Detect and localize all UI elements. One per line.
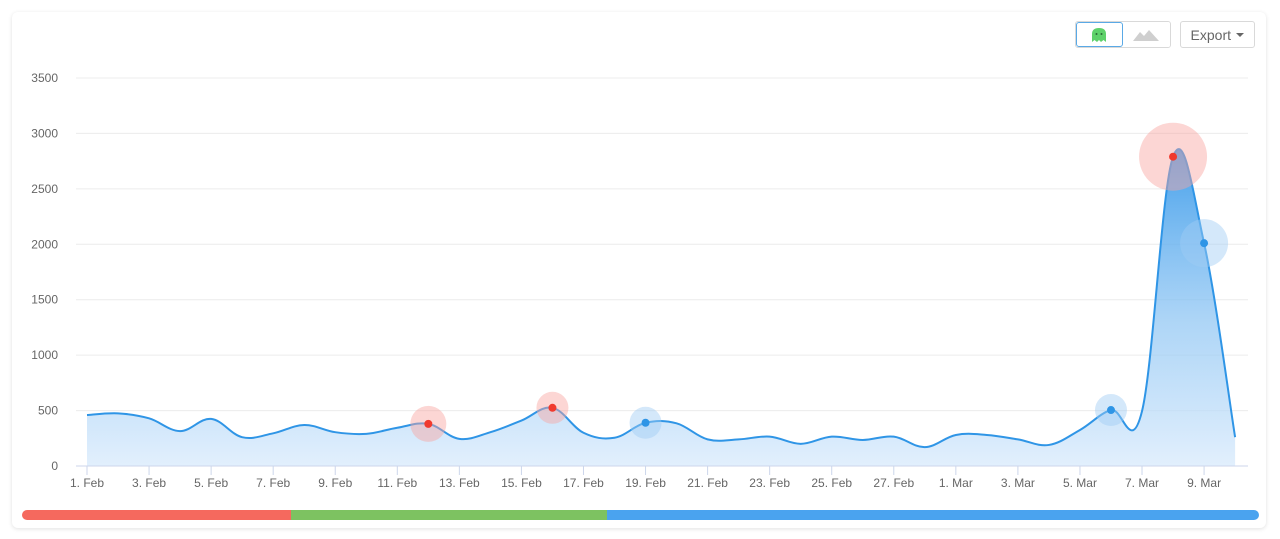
chart-toolbar: Export — [1074, 21, 1255, 48]
x-tick-label: 15. Feb — [501, 476, 542, 490]
blue-marker-point[interactable] — [1200, 239, 1209, 248]
point-markers[interactable] — [410, 122, 1229, 442]
area-chart: 0 500 1000 1500 2000 2500 3000 3500 1. Feb 3. Fe… — [31, 71, 1248, 490]
y-tick-label: 2000 — [31, 237, 58, 251]
x-tick-label: 21. Feb — [687, 476, 728, 490]
y-gridlines — [76, 77, 1248, 412]
progress-segment — [22, 510, 292, 520]
blue-marker-point[interactable] — [641, 418, 650, 427]
x-tick-label: 23. Feb — [749, 476, 790, 490]
y-tick-label: 3000 — [31, 126, 58, 140]
x-tick-label: 1. Mar — [939, 476, 973, 490]
y-tick-label: 0 — [51, 459, 58, 473]
y-tick-label: 3500 — [31, 71, 58, 85]
area-view-button[interactable] — [1122, 22, 1170, 47]
red-marker-point[interactable] — [424, 419, 433, 428]
red-marker-point[interactable] — [1169, 152, 1178, 161]
x-axis-labels: 1. Feb 3. Feb 5. Feb 7. Feb 9. Feb 11. Feb 13.… — [70, 466, 1221, 490]
y-tick-label: 1500 — [31, 293, 58, 307]
x-tick-label: 19. Feb — [625, 476, 666, 490]
export-label: Export — [1190, 26, 1231, 43]
ghost-chart-icon — [1092, 27, 1107, 42]
progress-segment — [607, 510, 1259, 520]
progress-segment — [291, 510, 608, 520]
x-tick-label: 9. Mar — [1187, 476, 1221, 490]
x-tick-label: 7. Feb — [256, 476, 290, 490]
x-tick-label: 9. Feb — [318, 476, 352, 490]
x-tick-label: 27. Feb — [873, 476, 914, 490]
segmented-progress-bar — [22, 510, 1259, 520]
y-tick-label: 1000 — [31, 348, 58, 362]
x-tick-label: 13. Feb — [439, 476, 480, 490]
y-axis-labels: 0 500 1000 1500 2000 2500 3000 3500 — [31, 71, 58, 473]
x-tick-label: 5. Feb — [194, 476, 228, 490]
mountain-area-icon — [1133, 29, 1160, 41]
caret-down-icon — [1236, 32, 1244, 37]
red-marker-point[interactable] — [548, 403, 557, 412]
y-tick-label: 500 — [38, 404, 58, 418]
x-tick-label: 3. Mar — [1001, 476, 1035, 490]
view-toggle — [1074, 21, 1171, 48]
export-button[interactable]: Export — [1179, 21, 1255, 48]
x-tick-label: 25. Feb — [811, 476, 852, 490]
ghost-view-button[interactable] — [1075, 22, 1123, 47]
blue-marker-point[interactable] — [1106, 406, 1115, 415]
y-tick-label: 2500 — [31, 182, 58, 196]
series-area — [87, 149, 1236, 466]
x-tick-label: 1. Feb — [70, 476, 104, 490]
series-line — [86, 148, 1237, 449]
x-tick-label: 11. Feb — [377, 476, 417, 490]
x-tick-label: 17. Feb — [563, 476, 604, 490]
x-tick-label: 7. Mar — [1125, 476, 1159, 490]
x-tick-label: 5. Mar — [1063, 476, 1097, 490]
x-tick-label: 3. Feb — [132, 476, 166, 490]
